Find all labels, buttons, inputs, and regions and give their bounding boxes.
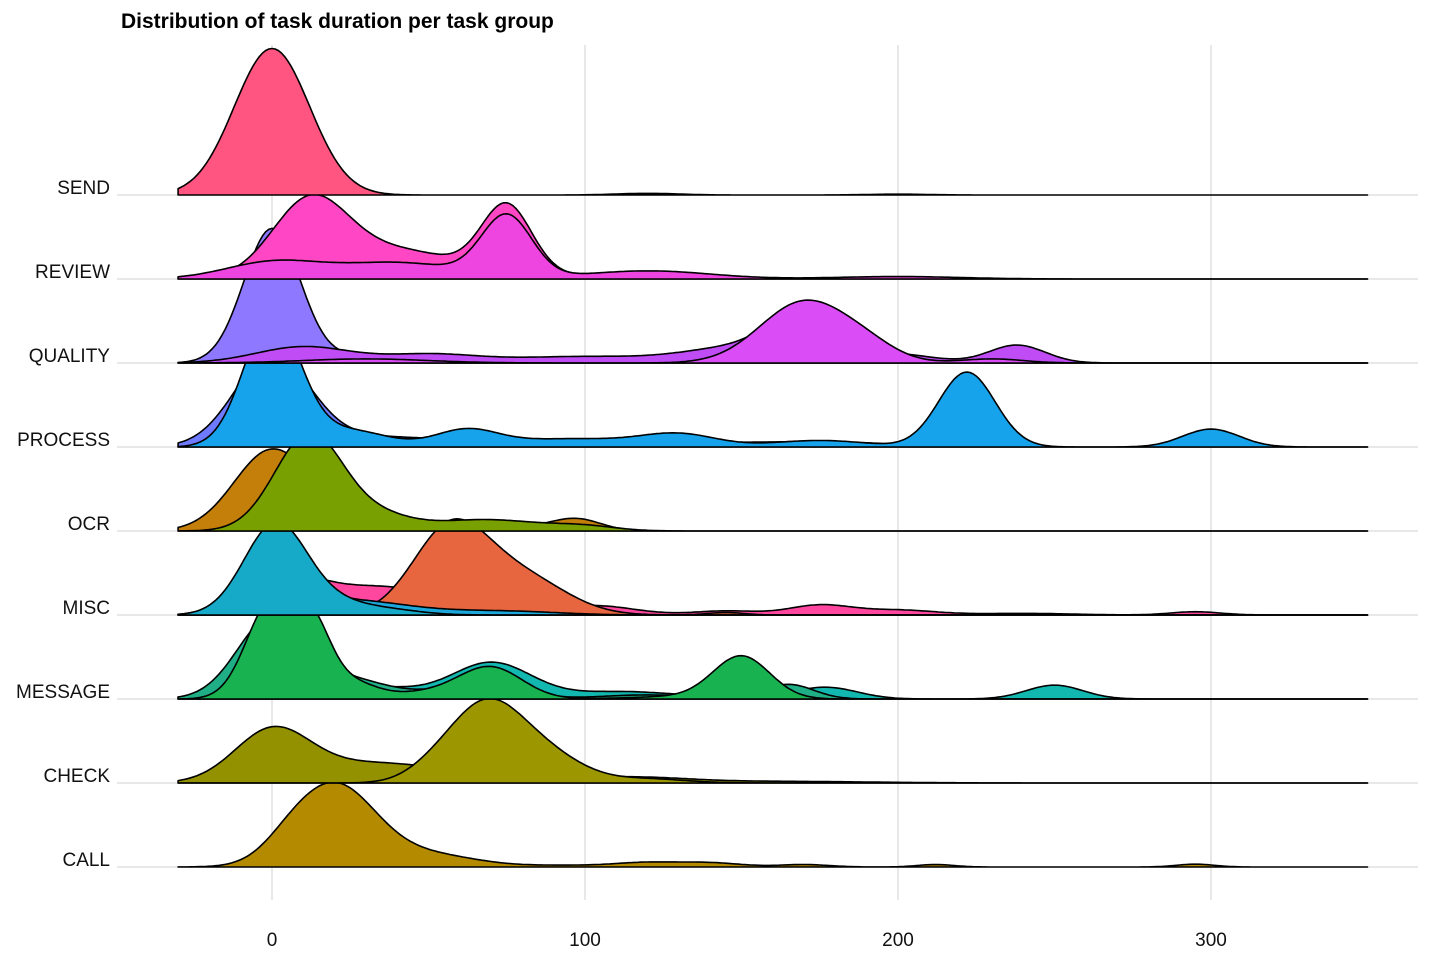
density-check-1 [177, 725, 1369, 784]
chart-title: Distribution of task duration per task g… [121, 10, 554, 33]
x-tick-label-200: 200 [882, 930, 914, 951]
y-label-send: SEND [57, 178, 110, 199]
density-process-13 [177, 314, 1369, 448]
y-label-call: CALL [62, 850, 110, 871]
y-label-quality: QUALITY [29, 346, 111, 367]
y-label-review: REVIEW [35, 262, 110, 283]
x-tick-label-0: 0 [267, 930, 278, 951]
y-label-ocr: OCR [68, 514, 110, 535]
y-label-check: CHECK [43, 766, 110, 787]
density-send-19 [177, 47, 1369, 196]
y-label-misc: MISC [63, 598, 111, 619]
x-tick-label-300: 300 [1195, 930, 1227, 951]
density-review-18 [177, 213, 1369, 280]
y-label-process: PROCESS [17, 430, 110, 451]
ridge-layer [177, 47, 1369, 868]
y-label-message: MESSAGE [16, 682, 110, 703]
x-axis-labels: 0 100 200 300 [267, 930, 1227, 951]
density-message-5 [177, 591, 1369, 700]
density-quality-16 [177, 299, 1369, 364]
density-misc-9 [177, 521, 1369, 616]
y-axis-labels: SEND REVIEW QUALITY PROCESS OCR MISC MESSAGE CH… [16, 178, 110, 871]
x-tick-label-100: 100 [569, 930, 601, 951]
density-check-2 [177, 697, 1369, 784]
density-call-0 [177, 781, 1369, 868]
